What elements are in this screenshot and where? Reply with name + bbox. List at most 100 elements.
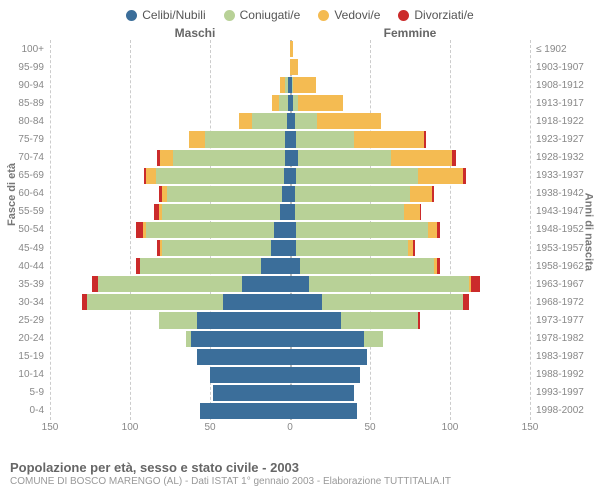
chart-footer: Popolazione per età, sesso e stato civil… <box>0 456 600 487</box>
age-label: 15-19 <box>0 348 50 366</box>
chart-title: Popolazione per età, sesso e stato civil… <box>10 460 590 475</box>
bar-seg <box>239 113 252 129</box>
bar-seg <box>437 258 440 274</box>
bar-seg <box>463 168 466 184</box>
pyramid-row <box>50 149 530 167</box>
bar-seg <box>317 113 381 129</box>
bar-seg <box>404 204 420 220</box>
bar-seg <box>160 150 173 166</box>
bar-seg <box>173 150 285 166</box>
age-label: 35-39 <box>0 275 50 293</box>
birth-label: 1963-1967 <box>530 275 600 293</box>
bar-seg <box>200 403 290 419</box>
age-label: 40-44 <box>0 257 50 275</box>
bar-seg <box>290 258 300 274</box>
pyramid-row <box>50 402 530 420</box>
age-label: 10-14 <box>0 366 50 384</box>
bar-seg <box>309 276 469 292</box>
age-label: 25-29 <box>0 311 50 329</box>
bar-seg <box>413 240 415 256</box>
age-label: 60-64 <box>0 185 50 203</box>
bar-seg <box>295 113 317 129</box>
legend-label: Coniugati/e <box>240 8 301 22</box>
bar-seg <box>162 204 280 220</box>
bar-seg <box>191 331 290 347</box>
bar-seg <box>290 349 367 365</box>
pyramid-row <box>50 76 530 94</box>
birth-label: 1903-1907 <box>530 58 600 76</box>
age-label: 85-89 <box>0 94 50 112</box>
pyramid-row <box>50 40 530 58</box>
x-tick: 100 <box>122 422 139 433</box>
bar-seg <box>428 222 438 238</box>
bar-seg <box>391 150 452 166</box>
bar-seg <box>296 168 418 184</box>
birth-label: 1988-1992 <box>530 366 600 384</box>
chart-subtitle: COMUNE DI BOSCO MARENGO (AL) - Dati ISTA… <box>10 476 590 487</box>
age-label: 65-69 <box>0 167 50 185</box>
x-tick: 150 <box>42 422 59 433</box>
bar-seg <box>290 385 354 401</box>
bar-seg <box>295 186 410 202</box>
age-label: 5-9 <box>0 384 50 402</box>
bar-seg <box>146 168 156 184</box>
y-axis-birth: ≤ 19021903-19071908-19121913-19171918-19… <box>530 40 600 420</box>
bar-seg <box>290 150 298 166</box>
birth-label: 1953-1957 <box>530 239 600 257</box>
birth-label: 1938-1942 <box>530 185 600 203</box>
bar-seg <box>290 294 322 310</box>
legend: Celibi/NubiliConiugati/eVedovi/eDivorzia… <box>0 0 600 26</box>
legend-label: Vedovi/e <box>334 8 380 22</box>
pyramid-row <box>50 293 530 311</box>
bar-seg <box>290 276 309 292</box>
bar-seg <box>274 222 290 238</box>
pyramid-row <box>50 94 530 112</box>
age-label: 30-34 <box>0 293 50 311</box>
bar-seg <box>295 204 404 220</box>
bar-seg <box>162 240 271 256</box>
bar-seg <box>213 385 290 401</box>
bar-seg <box>271 240 290 256</box>
bar-seg <box>364 331 383 347</box>
legend-item: Celibi/Nubili <box>126 8 205 22</box>
age-label: 55-59 <box>0 203 50 221</box>
pyramid-row <box>50 330 530 348</box>
birth-label: 1968-1972 <box>530 293 600 311</box>
bars-area <box>50 40 530 420</box>
bar-seg <box>290 41 293 57</box>
birth-label: 1923-1927 <box>530 130 600 148</box>
bar-seg <box>298 150 391 166</box>
bar-seg <box>223 294 290 310</box>
bar-seg <box>300 258 434 274</box>
pyramid-row <box>50 203 530 221</box>
bar-seg <box>197 349 290 365</box>
bar-seg <box>98 276 242 292</box>
legend-dot <box>398 10 409 21</box>
birth-label: 1973-1977 <box>530 311 600 329</box>
bar-seg <box>290 331 364 347</box>
bar-seg <box>296 240 408 256</box>
birth-label: 1913-1917 <box>530 94 600 112</box>
legend-dot <box>126 10 137 21</box>
bar-seg <box>159 312 197 328</box>
bar-seg <box>452 150 457 166</box>
pyramid-row <box>50 112 530 130</box>
x-tick: 50 <box>204 422 215 433</box>
bar-seg <box>424 131 426 147</box>
bar-seg <box>296 131 354 147</box>
bar-seg <box>197 312 290 328</box>
bar-seg <box>420 204 422 220</box>
age-label: 50-54 <box>0 221 50 239</box>
age-label: 75-79 <box>0 130 50 148</box>
header-male: Maschi <box>50 26 290 40</box>
pyramid-row <box>50 366 530 384</box>
x-tick: 0 <box>287 422 293 433</box>
x-tick: 100 <box>442 422 459 433</box>
bar-seg <box>87 294 223 310</box>
age-label: 45-49 <box>0 239 50 257</box>
birth-label: 1978-1982 <box>530 330 600 348</box>
bar-seg <box>290 367 360 383</box>
header-birth-first <box>530 26 600 40</box>
bar-seg <box>418 168 463 184</box>
bar-seg <box>298 95 343 111</box>
